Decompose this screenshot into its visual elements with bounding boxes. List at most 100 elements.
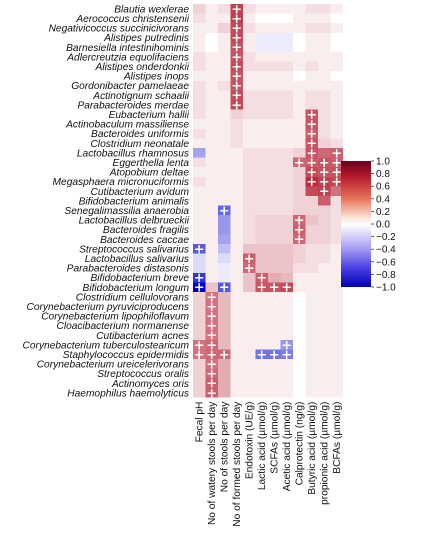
heatmap-cell [255, 330, 268, 340]
heatmap-cell [205, 272, 218, 283]
heatmap-cell [193, 138, 206, 148]
heatmap-cell [255, 4, 268, 14]
heatmap-cell [205, 71, 218, 81]
column-label: Fecal pH [195, 402, 206, 443]
heatmap-cell [205, 282, 218, 292]
heatmap-cell [205, 330, 218, 340]
heatmap-cell [193, 282, 206, 292]
heatmap-cell [330, 244, 343, 254]
heatmap-cell [230, 61, 243, 72]
significance-mark: + [206, 290, 217, 305]
heatmap-cell [305, 340, 318, 350]
heatmap-cell [218, 272, 231, 283]
heatmap-cell [305, 292, 318, 302]
heatmap-cell [268, 61, 281, 72]
heatmap-cell [330, 234, 343, 244]
heatmap-cell [293, 272, 306, 283]
column-label: Butyric acid (µmol/g) [307, 402, 318, 495]
heatmap-cell [268, 349, 281, 360]
heatmap-cell [305, 253, 318, 264]
heatmap-cell [330, 330, 343, 340]
significance-mark: + [256, 271, 267, 286]
heatmap-cell [218, 167, 231, 177]
heatmap-cell [305, 90, 318, 100]
heatmap-cell [193, 100, 206, 110]
heatmap-cell [268, 234, 281, 244]
heatmap-cell [268, 148, 281, 158]
heatmap-cell [205, 42, 218, 52]
heatmap-cell [205, 244, 218, 254]
row-label: Corynebacterium pyruviciproducens [26, 302, 189, 313]
heatmap-cell [218, 263, 231, 273]
significance-mark: + [219, 204, 230, 219]
significance-mark: + [206, 348, 217, 363]
heatmap-cell [205, 234, 218, 244]
heatmap-cell [193, 330, 206, 340]
heatmap-cell [293, 359, 306, 369]
colorbar-tick-label: 0.4 [376, 194, 390, 205]
heatmap-cell [205, 13, 218, 24]
heatmap-cell [230, 349, 243, 360]
heatmap-cell [193, 292, 206, 302]
heatmap-cell [293, 157, 306, 168]
heatmap-cell [230, 301, 243, 312]
row-label: Bacteroides fragilis [103, 225, 189, 236]
heatmap-cell [205, 80, 218, 91]
heatmap-cell [243, 196, 256, 206]
heatmap-cell [318, 349, 331, 360]
heatmap-cell [280, 301, 293, 312]
heatmap-cell [193, 52, 206, 62]
heatmap-cell [280, 13, 293, 24]
heatmap-cell [268, 340, 281, 350]
significance-mark: + [331, 166, 342, 181]
heatmap-cell [193, 128, 206, 139]
heatmap-cell [218, 42, 231, 52]
heatmap-cell [293, 167, 306, 177]
heatmap-cell [255, 196, 268, 206]
heatmap-cell [305, 368, 318, 379]
heatmap-cell [243, 71, 256, 81]
heatmap-cell [243, 349, 256, 360]
heatmap-cell [318, 359, 331, 369]
row-label: Eubacterium hallii [109, 110, 190, 121]
heatmap-cell [293, 61, 306, 72]
heatmap-cell [205, 301, 218, 312]
heatmap-cell [305, 359, 318, 369]
heatmap-cell [293, 340, 306, 350]
heatmap-cell [293, 330, 306, 340]
row-label: Barnesiella intestinihominis [66, 43, 189, 54]
heatmap-cell [318, 109, 331, 120]
heatmap-cell [193, 311, 206, 321]
heatmap-cell [230, 109, 243, 120]
heatmap-cell [193, 23, 206, 33]
heatmap-cell [268, 388, 281, 398]
colorbar-tick-label: −0.4 [376, 245, 396, 256]
heatmap-cell [218, 119, 231, 129]
heatmap-cell [330, 301, 343, 312]
heatmap-cell [330, 349, 343, 360]
heatmap-cell [205, 349, 218, 360]
heatmap-cell [230, 23, 243, 33]
heatmap-cell [305, 244, 318, 254]
heatmap-cell [205, 320, 218, 331]
heatmap-cell [268, 253, 281, 264]
row-label: Staphylococcus epidermidis [63, 350, 189, 361]
heatmap-cell [293, 52, 306, 62]
heatmap-cell [330, 138, 343, 148]
heatmap-cell [268, 42, 281, 52]
heatmap-cell [205, 61, 218, 72]
heatmap-cell [280, 100, 293, 110]
heatmap-cell [205, 109, 218, 120]
heatmap-cell [318, 176, 331, 187]
heatmap-cell [218, 205, 231, 216]
heatmap-cell [205, 32, 218, 43]
heatmap-cell [318, 61, 331, 72]
heatmap-cell [193, 186, 206, 196]
heatmap-cell [305, 148, 318, 158]
heatmap-cell [268, 215, 281, 225]
heatmap-cell [255, 215, 268, 225]
heatmap-cell [305, 234, 318, 244]
significance-mark: + [306, 166, 317, 181]
row-label: Clostridium cellulovorans [76, 292, 189, 303]
heatmap-cell [230, 244, 243, 254]
